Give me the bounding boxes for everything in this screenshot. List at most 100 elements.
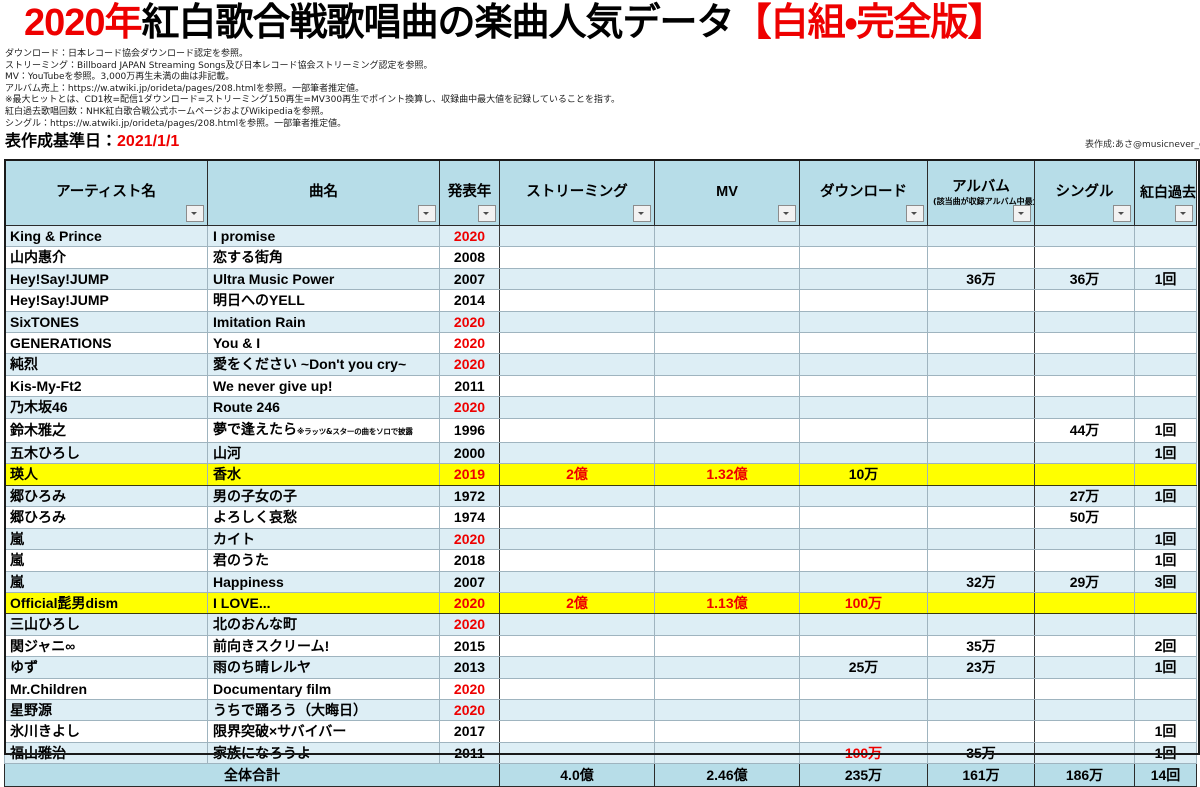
cell-streaming: 2億	[499, 591, 655, 615]
cell-streaming	[499, 720, 655, 743]
cell-year: 2017	[439, 720, 500, 743]
table-row[interactable]: 純烈 愛をください ~Don't you cry~ 2020	[4, 353, 1197, 376]
cell-kohaku-count	[1134, 677, 1197, 700]
filter-dropdown-icon-song[interactable]	[418, 205, 436, 222]
table-row[interactable]: 郷ひろみ 男の子女の子 1972 27万 1回	[4, 484, 1197, 508]
cell-mv	[654, 484, 800, 508]
cell-kohaku-count	[1134, 332, 1197, 355]
cell-mv: 1.13億	[654, 591, 800, 615]
filter-dropdown-icon-mv[interactable]	[778, 205, 796, 222]
column-header-kohaku: 紅白過去歌唱数	[1134, 159, 1197, 226]
cell-year-value: 2019	[453, 466, 486, 483]
cell-artist: 郷ひろみ	[4, 484, 208, 508]
cell-streaming	[499, 634, 655, 658]
cell-single	[1034, 549, 1135, 572]
cell-album	[927, 396, 1035, 419]
cell-single	[1034, 527, 1135, 551]
table-row[interactable]: 鈴木雅之 夢で逢えたら※ラッツ&スターの曲をソロで披露 1996 44万 1回	[4, 417, 1197, 444]
filter-dropdown-icon-stream[interactable]	[633, 205, 651, 222]
table-row[interactable]: Hey!Say!JUMP 明日へのYELL 2014	[4, 289, 1197, 312]
cell-album: 35万	[927, 634, 1035, 658]
cell-artist: 関ジャニ∞	[4, 634, 208, 658]
filter-dropdown-icon-single[interactable]	[1113, 205, 1131, 222]
table-row[interactable]: Kis-My-Ft2 We never give up! 2011	[4, 374, 1197, 398]
cell-single	[1034, 289, 1135, 312]
cell-kohaku-count	[1134, 374, 1197, 398]
cell-streaming	[499, 267, 655, 291]
cell-streaming	[499, 396, 655, 419]
cell-download	[799, 677, 928, 700]
cell-year: 2011	[439, 741, 500, 765]
table-row[interactable]: SixTONES Imitation Rain 2020	[4, 310, 1197, 334]
cell-kohaku-count: 1回	[1134, 527, 1197, 551]
cell-year: 2020	[439, 591, 500, 615]
cell-single	[1034, 613, 1135, 636]
title-segment-2: 【白組・完全版】	[733, 2, 1006, 44]
cell-year: 2020	[439, 310, 500, 334]
cell-mv: 1.32億	[654, 463, 800, 486]
cell-download	[799, 613, 928, 636]
cell-kohaku-count: 1回	[1134, 442, 1197, 465]
base-date-value: 2021/1/1	[117, 133, 180, 150]
table-row[interactable]: 氷川きよし 限界突破×サバイバー 2017 1回	[4, 720, 1197, 743]
cell-album	[927, 246, 1035, 269]
table-row[interactable]: 関ジャニ∞ 前向きスクリーム! 2015 35万 2回	[4, 634, 1197, 658]
cell-song: 北のおんな町	[207, 613, 440, 636]
cell-year-value: 2020	[453, 313, 486, 330]
table-row[interactable]: ゆず 雨のち晴レルヤ 2013 25万 23万 1回	[4, 656, 1197, 679]
cell-kohaku-count	[1134, 591, 1197, 615]
cell-album	[927, 591, 1035, 615]
table-row[interactable]: 乃木坂46 Route 246 2020	[4, 396, 1197, 419]
cell-song: We never give up!	[207, 374, 440, 398]
cell-kohaku-count: 1回	[1134, 484, 1197, 508]
cell-album	[927, 289, 1035, 312]
cell-streaming	[499, 484, 655, 508]
cell-kohaku-count	[1134, 224, 1197, 248]
table-row[interactable]: 福山雅治 家族になろうよ 2011 100万 35万 1回	[4, 741, 1197, 765]
filter-dropdown-icon-kohaku[interactable]	[1175, 205, 1193, 222]
cell-album	[927, 353, 1035, 376]
cell-artist: King & Prince	[4, 224, 208, 248]
cell-single	[1034, 332, 1135, 355]
cell-mv	[654, 310, 800, 334]
cell-kohaku-count: 1回	[1134, 656, 1197, 679]
table-row[interactable]: 嵐君のうた 2018 1回	[4, 549, 1197, 572]
filter-dropdown-icon-year[interactable]	[478, 205, 496, 222]
table-row[interactable]: 嵐 Happiness 2007 32万 29万 3回	[4, 570, 1197, 593]
cell-single	[1034, 224, 1135, 248]
cell-single: 50万	[1034, 506, 1135, 529]
table-row[interactable]: 山内惠介 恋する街角 2008	[4, 246, 1197, 269]
table-row[interactable]: 瑛人 香水 2019 2億 1.32億 10万	[4, 463, 1197, 486]
cell-song: 香水	[207, 463, 440, 486]
filter-dropdown-icon-artist[interactable]	[186, 205, 204, 222]
table-row[interactable]: Official髭男dism I LOVE... 2020 2億 1.13億 100万	[4, 591, 1197, 615]
filter-dropdown-icon-dl[interactable]	[906, 205, 924, 222]
source-note-2: MV：YouTubeを参照。3,000万再生未満の曲は非記載。	[5, 72, 235, 83]
cell-year-value: 2020	[453, 228, 486, 244]
cell-download	[799, 698, 928, 722]
cell-single	[1034, 442, 1135, 465]
cell-kohaku-count	[1134, 613, 1197, 636]
table-row[interactable]: Mr.Children Documentary film 2020	[4, 677, 1197, 700]
cell-song: Imitation Rain	[207, 310, 440, 334]
cell-download	[799, 396, 928, 419]
table-row[interactable]: Hey!Say!JUMP Ultra Music Power 2007 36万 36万 1…	[4, 267, 1197, 291]
table-row[interactable]: 郷ひろみ よろしく哀愁 1974 50万	[4, 506, 1197, 529]
table-row[interactable]: 嵐カイト 2020 1回	[4, 527, 1197, 551]
cell-song: 限界突破×サバイバー	[207, 720, 440, 743]
cell-year: 2020	[439, 698, 500, 722]
table-row[interactable]: GENERATIONS You & I 2020	[4, 332, 1197, 355]
title-segment-1: 紅白歌合戦歌唱曲の楽曲人気データ	[141, 2, 735, 44]
table-row[interactable]: 星野源 うちで踊ろう（大晦日） 2020	[4, 698, 1197, 722]
cell-single	[1034, 396, 1135, 419]
table-row[interactable]: 五木ひろし 山河 2000 1回	[4, 442, 1197, 465]
cell-download	[799, 484, 928, 508]
cell-year: 2020	[439, 396, 500, 419]
table-row[interactable]: 三山ひろし 北のおんな町 2020	[4, 613, 1197, 636]
cell-song: You & I	[207, 332, 440, 355]
table-row[interactable]: King & Prince I promise 2020	[4, 224, 1197, 248]
cell-artist: 三山ひろし	[4, 613, 208, 636]
total-label: 全体合計	[4, 763, 500, 787]
filter-dropdown-icon-album[interactable]	[1013, 205, 1031, 222]
cell-download	[799, 442, 928, 465]
